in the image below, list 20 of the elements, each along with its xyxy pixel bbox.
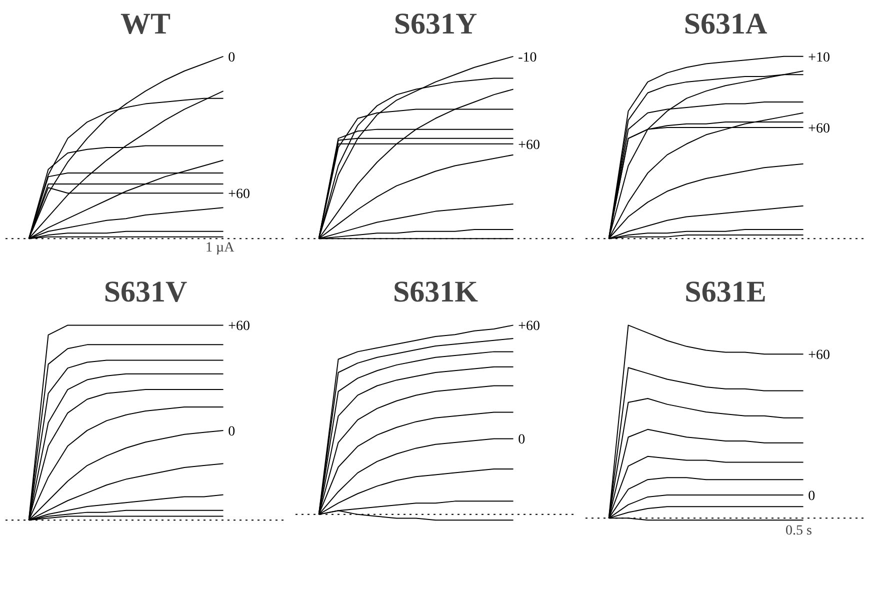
- series-label: 0: [228, 424, 236, 440]
- chart-title: S631K: [392, 276, 479, 308]
- series-label: +60: [808, 121, 830, 136]
- series-label: 0: [808, 489, 816, 504]
- series-label: 0: [518, 432, 526, 448]
- chart-title: S631Y: [394, 8, 478, 40]
- series-label: +10: [808, 50, 830, 66]
- text: 1 µA: [206, 240, 236, 256]
- series-label: +60: [808, 348, 830, 364]
- chart-title: WT: [120, 8, 171, 40]
- chart-title: S631E: [684, 276, 766, 308]
- series-label: +60: [518, 138, 540, 153]
- series-label: +60: [228, 319, 250, 334]
- series-label: 0: [228, 50, 236, 66]
- series-label: +60: [518, 319, 540, 334]
- text: 0.5 s: [786, 524, 812, 538]
- chart-title: S631A: [684, 8, 768, 40]
- series-label: +60: [228, 187, 250, 202]
- chart-title: S631V: [104, 276, 188, 308]
- series-label: -10: [518, 50, 537, 66]
